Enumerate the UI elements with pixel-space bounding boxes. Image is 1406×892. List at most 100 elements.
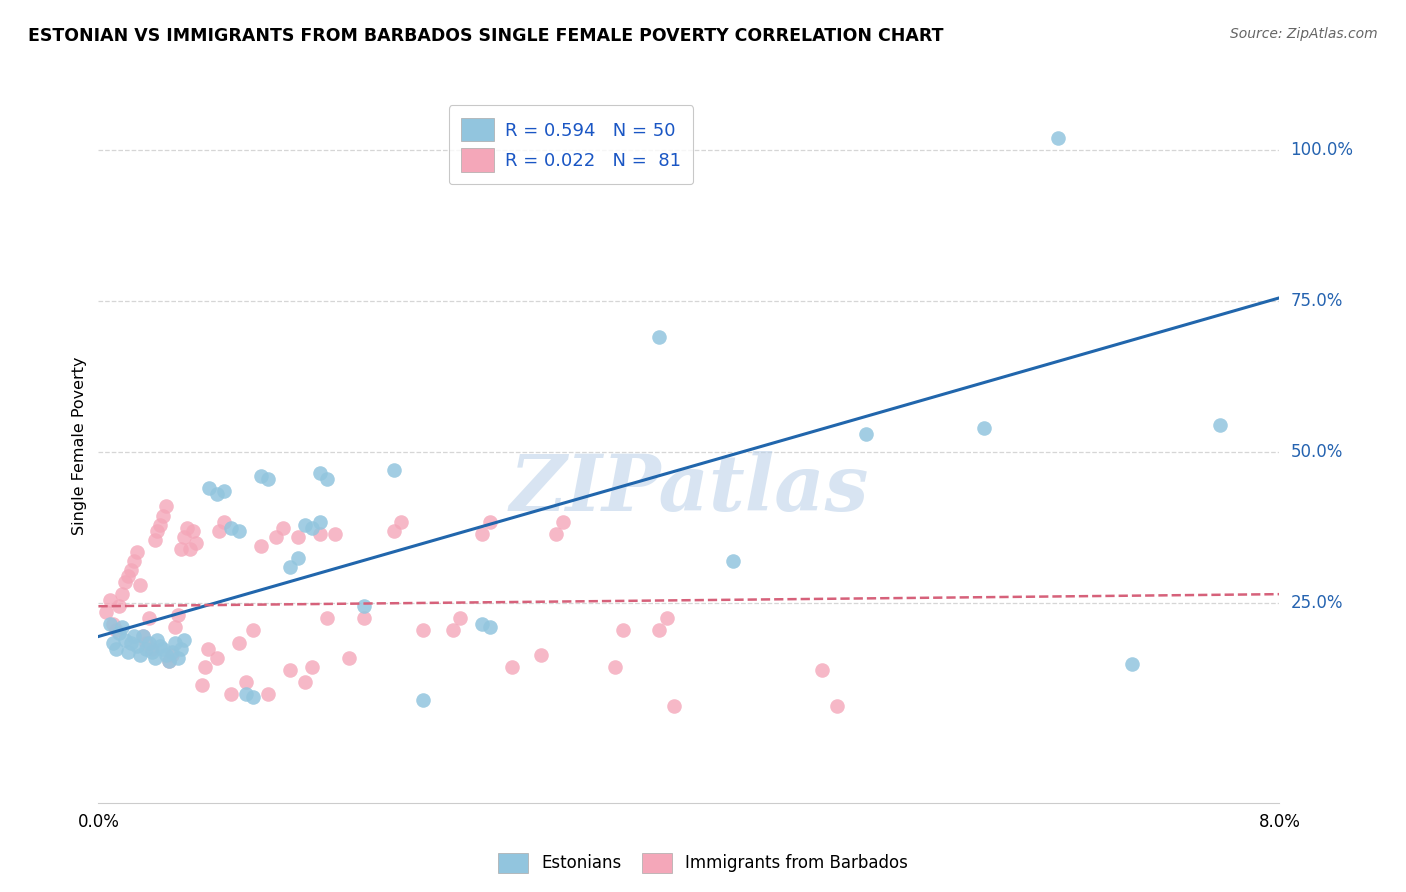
- Point: [308, 515, 332, 529]
- Point: [132, 630, 155, 644]
- Point: [122, 554, 145, 568]
- Point: [219, 687, 242, 701]
- Legend: Estonians, Immigrants from Barbados: Estonians, Immigrants from Barbados: [492, 847, 914, 880]
- Point: [605, 659, 627, 673]
- Point: [412, 693, 434, 707]
- Text: ESTONIAN VS IMMIGRANTS FROM BARBADOS SINGLE FEMALE POVERTY CORRELATION CHART: ESTONIAN VS IMMIGRANTS FROM BARBADOS SIN…: [28, 27, 943, 45]
- Y-axis label: Single Female Poverty: Single Female Poverty: [72, 357, 87, 535]
- Point: [152, 508, 174, 523]
- Point: [501, 659, 523, 673]
- Point: [810, 663, 832, 677]
- Text: 100.0%: 100.0%: [1291, 141, 1354, 159]
- Point: [530, 648, 553, 662]
- Point: [205, 650, 228, 665]
- Point: [323, 526, 346, 541]
- Point: [228, 635, 250, 649]
- Point: [117, 569, 139, 583]
- Point: [173, 530, 195, 544]
- Point: [162, 645, 183, 659]
- Point: [353, 599, 375, 614]
- Point: [176, 521, 198, 535]
- Point: [205, 487, 228, 501]
- Point: [441, 624, 464, 638]
- Point: [973, 421, 995, 435]
- Point: [111, 587, 134, 601]
- Point: [1046, 130, 1069, 145]
- Point: [105, 641, 128, 656]
- Point: [294, 517, 316, 532]
- Point: [135, 641, 157, 656]
- Point: [212, 484, 235, 499]
- Point: [138, 611, 160, 625]
- Point: [143, 650, 166, 665]
- Point: [98, 593, 121, 607]
- Point: [478, 620, 501, 634]
- Point: [287, 530, 309, 544]
- Point: [242, 624, 264, 638]
- Point: [141, 645, 163, 659]
- Point: [316, 611, 339, 625]
- Point: [146, 632, 169, 647]
- Point: [125, 545, 148, 559]
- Point: [122, 630, 145, 644]
- Point: [219, 521, 242, 535]
- Point: [278, 663, 301, 677]
- Point: [165, 620, 187, 634]
- Point: [141, 641, 163, 656]
- Point: [825, 699, 848, 714]
- Point: [855, 426, 877, 441]
- Point: [655, 611, 678, 625]
- Point: [337, 650, 360, 665]
- Point: [664, 699, 686, 714]
- Point: [208, 524, 231, 538]
- Point: [353, 611, 375, 625]
- Point: [194, 659, 217, 673]
- Point: [264, 530, 287, 544]
- Point: [271, 521, 294, 535]
- Legend: R = 0.594   N = 50, R = 0.022   N =  81: R = 0.594 N = 50, R = 0.022 N = 81: [449, 105, 693, 185]
- Point: [471, 617, 494, 632]
- Point: [103, 617, 124, 632]
- Point: [198, 481, 221, 495]
- Point: [287, 550, 309, 565]
- Point: [389, 515, 412, 529]
- Point: [553, 515, 575, 529]
- Point: [157, 654, 180, 668]
- Text: 50.0%: 50.0%: [1291, 443, 1343, 461]
- Point: [120, 563, 142, 577]
- Point: [301, 659, 323, 673]
- Point: [235, 687, 257, 701]
- Point: [94, 605, 117, 619]
- Text: 25.0%: 25.0%: [1291, 594, 1343, 612]
- Point: [197, 641, 219, 656]
- Point: [316, 472, 339, 486]
- Point: [125, 639, 148, 653]
- Point: [308, 467, 332, 481]
- Point: [143, 533, 166, 547]
- Point: [181, 524, 204, 538]
- Point: [138, 635, 160, 649]
- Point: [648, 624, 671, 638]
- Point: [235, 674, 257, 689]
- Point: [114, 575, 136, 590]
- Point: [173, 632, 195, 647]
- Point: [108, 626, 131, 640]
- Point: [382, 463, 405, 477]
- Point: [149, 639, 172, 653]
- Point: [157, 654, 180, 668]
- Point: [212, 515, 235, 529]
- Point: [228, 524, 250, 538]
- Point: [105, 624, 128, 638]
- Point: [128, 648, 150, 662]
- Point: [478, 515, 501, 529]
- Point: [257, 687, 280, 701]
- Point: [162, 648, 183, 662]
- Point: [250, 469, 273, 483]
- Point: [132, 630, 155, 644]
- Point: [308, 526, 332, 541]
- Text: Source: ZipAtlas.com: Source: ZipAtlas.com: [1230, 27, 1378, 41]
- Point: [412, 624, 434, 638]
- Point: [191, 678, 214, 692]
- Point: [449, 611, 471, 625]
- Point: [294, 674, 316, 689]
